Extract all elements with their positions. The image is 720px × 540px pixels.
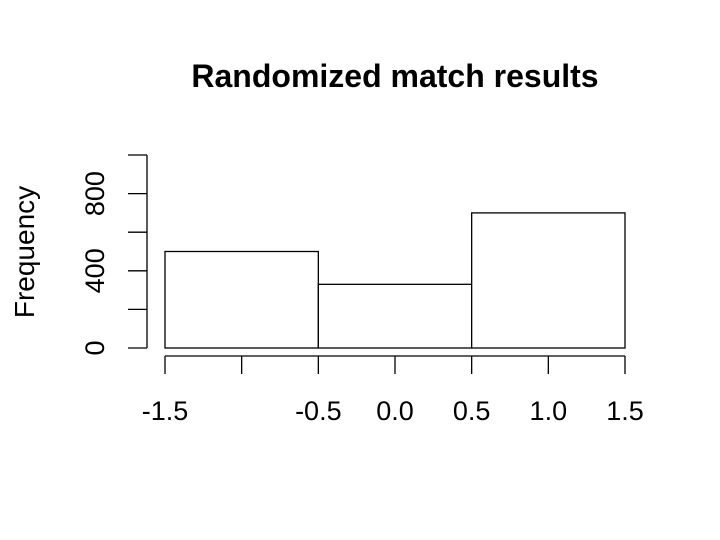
x-axis: -1.5 -0.5 0.0 0.5 1.0 1.5	[142, 355, 644, 426]
chart-title: Randomized match results	[191, 58, 598, 94]
histogram-bar-0	[164, 250, 319, 349]
x-tick-label: 0.0	[376, 396, 414, 426]
y-tick-label: 0	[80, 340, 110, 355]
bars-group	[164, 212, 626, 349]
x-tick-label: 1.5	[606, 396, 644, 426]
x-tick-label: -1.5	[142, 396, 189, 426]
histogram-bar-2	[471, 212, 626, 349]
y-axis: 0 400 800	[80, 154, 148, 356]
x-tick-label: -0.5	[295, 396, 342, 426]
x-tick-label: 0.5	[453, 396, 491, 426]
y-tick-label: 800	[80, 171, 110, 216]
histogram-bar-1	[317, 283, 473, 349]
y-axis-label: Frequency	[9, 186, 40, 318]
x-tick-label: 1.0	[530, 396, 568, 426]
y-tick-label: 400	[80, 248, 110, 293]
